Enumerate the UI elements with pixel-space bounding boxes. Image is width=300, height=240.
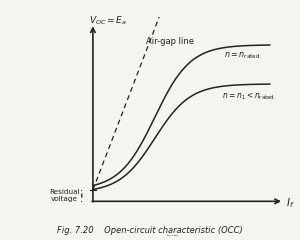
Text: Fig. 7.20    $\it{Open}$: Fig. 7.20 $\it{Open}$ (166, 234, 179, 239)
Text: $n = n_1 < n_{\rm rated}$: $n = n_1 < n_{\rm rated}$ (222, 90, 274, 102)
Text: Residual
voltage: Residual voltage (50, 189, 80, 202)
Text: Air-gap line: Air-gap line (146, 37, 194, 47)
Text: $I_f$: $I_f$ (286, 196, 294, 210)
Text: $V_{OC} = E_a$: $V_{OC} = E_a$ (89, 14, 128, 27)
Text: $n = n_{\rm rated}$: $n = n_{\rm rated}$ (224, 50, 260, 61)
Text: Fig. 7.20    Open-circuit characteristic (OCC): Fig. 7.20 Open-circuit characteristic (O… (57, 226, 243, 235)
